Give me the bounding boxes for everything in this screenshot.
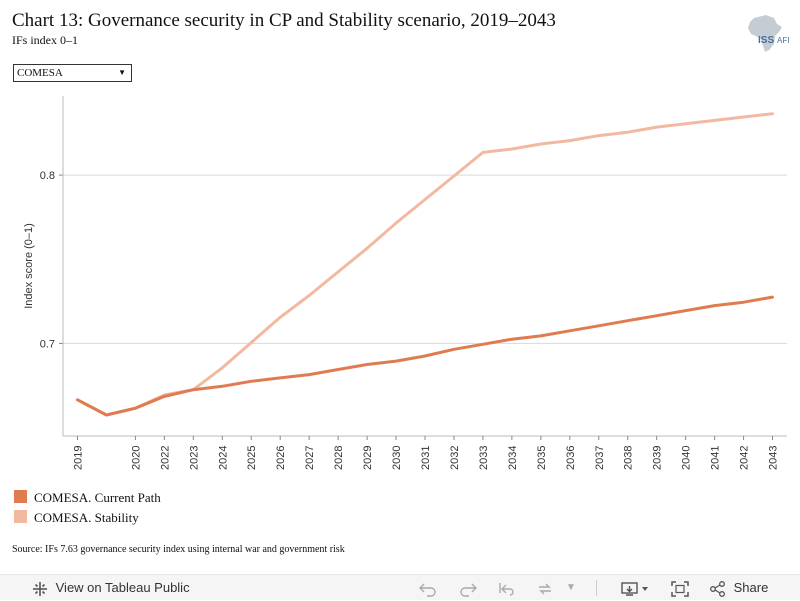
iss-africa-logo: ISS AFI: [738, 12, 794, 54]
download-icon: [621, 581, 648, 596]
x-tick-label: 2035: [536, 446, 548, 470]
x-tick-label: 2037: [594, 446, 606, 470]
x-tick-label: 2019: [72, 446, 84, 470]
chart-subtitle: IFs index 0–1: [12, 33, 78, 47]
africa-map-icon: [748, 15, 782, 52]
x-tick-label: 2022: [159, 446, 171, 470]
x-tick-label: 2038: [623, 446, 635, 470]
series-layer: [76, 112, 774, 417]
x-tick-label: 2032: [449, 446, 461, 470]
tableau-toolbar: View on Tableau Public ▼ Sha: [0, 574, 800, 600]
x-tick-label: 2040: [681, 446, 693, 470]
share-icon: [710, 580, 725, 597]
x-tick-label: 2031: [420, 446, 432, 470]
x-tick-label: 2029: [362, 446, 374, 470]
share-button[interactable]: Share: [709, 575, 768, 601]
fullscreen-icon: [671, 580, 689, 597]
x-tick-label: 2036: [565, 446, 577, 470]
x-tick-label: 2039: [652, 446, 664, 470]
pause-dropdown-button[interactable]: ▼: [566, 575, 576, 601]
grid-layer: [63, 174, 787, 344]
line-chart: 0.8 0.7 2019 2020 2022 2023 2024 2025 2026 2027 20…: [23, 96, 787, 470]
refresh-icon: [539, 583, 551, 595]
share-label: Share: [733, 580, 769, 595]
x-tick-label: 2025: [246, 446, 258, 470]
y-axis-label: Index score (0–1): [23, 223, 35, 309]
x-tick-label: 2020: [130, 446, 142, 470]
x-tick-label: 2030: [391, 446, 403, 470]
revert-button[interactable]: [497, 575, 517, 601]
y-tick-label: 0.8: [40, 170, 55, 182]
redo-icon: [460, 583, 477, 597]
x-tick-label: 2028: [333, 446, 345, 470]
logo-text: ISS: [758, 35, 774, 46]
dropdown-selected-value: COMESA: [17, 67, 63, 79]
x-tick-label: 2042: [739, 446, 751, 470]
refresh-button[interactable]: [535, 575, 555, 601]
region-filter-dropdown[interactable]: COMESA ▼: [13, 64, 132, 82]
series-line-stability: [76, 112, 774, 417]
x-tick-label: 2027: [304, 446, 316, 470]
series-line-current-path: [76, 295, 774, 417]
chart-title: Chart 13: Governance security in CP and …: [12, 10, 556, 31]
x-tick-label: 2043: [768, 446, 780, 470]
x-tick-label: 2024: [217, 446, 229, 470]
y-tick-label: 0.7: [40, 338, 55, 350]
x-tick-label: 2041: [710, 446, 722, 470]
legend-label: COMESA. Current Path: [34, 490, 161, 505]
redo-button[interactable]: [458, 575, 478, 601]
tableau-logo-icon: [33, 581, 47, 596]
download-button[interactable]: [621, 575, 651, 601]
legend-swatch-stability: [14, 510, 27, 523]
legend-item-stability[interactable]: COMESA. Stability: [14, 508, 161, 528]
source-note: Source: IFs 7.63 governance security ind…: [12, 544, 345, 555]
fullscreen-button[interactable]: [671, 575, 689, 601]
x-tick-label: 2026: [275, 446, 287, 470]
legend: COMESA. Current Path COMESA. Stability: [14, 488, 161, 528]
x-tick-label: 2033: [478, 446, 490, 470]
toolbar-divider: [596, 580, 597, 596]
caret-down-icon: ▼: [566, 582, 576, 593]
undo-button[interactable]: [418, 575, 438, 601]
undo-icon: [419, 583, 436, 597]
logo-subtext: AFI: [777, 36, 789, 45]
view-on-tableau-public-link[interactable]: View on Tableau Public: [32, 575, 190, 601]
axes-layer: 0.8 0.7 2019 2020 2022 2023 2024 2025 2026 2027 20…: [40, 96, 787, 470]
x-tick-label: 2034: [507, 446, 519, 470]
x-tick-label: 2023: [188, 446, 200, 470]
legend-item-current-path[interactable]: COMESA. Current Path: [14, 488, 161, 508]
revert-icon: [499, 582, 514, 596]
caret-down-icon: ▼: [118, 68, 126, 77]
view-label: View on Tableau Public: [55, 580, 190, 595]
legend-swatch-current-path: [14, 490, 27, 503]
legend-label: COMESA. Stability: [34, 510, 139, 525]
